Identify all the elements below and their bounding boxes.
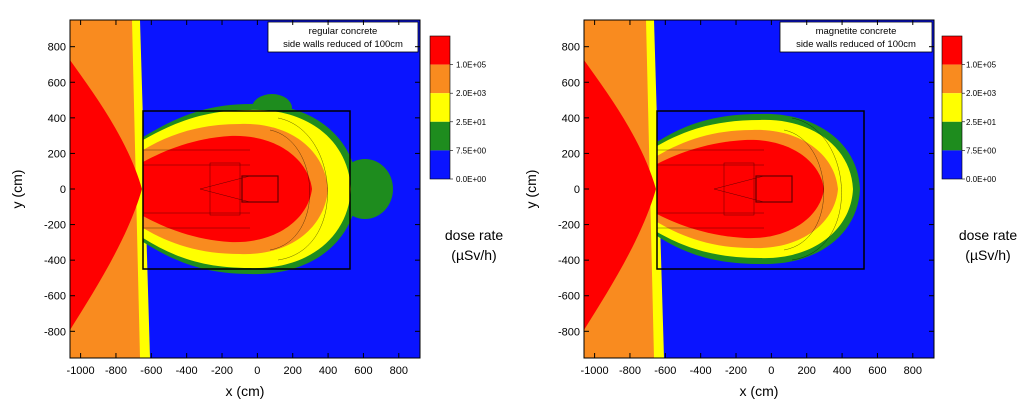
y-tick-label: 0 bbox=[574, 184, 580, 196]
annotation-line: regular concrete bbox=[309, 26, 378, 37]
x-axis-label: x (cm) bbox=[226, 383, 265, 399]
x-tick-label: 400 bbox=[319, 365, 337, 377]
x-axis: -1000 -800 -600 -400 -200 0 200 400 600 800 x (cm) bbox=[67, 20, 408, 399]
colorbar-swatch bbox=[942, 64, 962, 94]
colorbar-label: 7.5E+00 bbox=[456, 146, 487, 155]
shielding-outline bbox=[142, 110, 351, 270]
colorbar-swatch bbox=[430, 150, 450, 179]
annotation-text: regular concrete side walls reduced of 10… bbox=[283, 26, 403, 50]
colorbar-swatch bbox=[942, 121, 962, 151]
colorbar-label: 7.5E+00 bbox=[966, 146, 997, 155]
x-tick-label: -400 bbox=[176, 365, 198, 377]
colorbar-swatch bbox=[430, 36, 450, 65]
x-axis-label: x (cm) bbox=[740, 383, 779, 399]
y-tick-label: 400 bbox=[562, 113, 580, 125]
annotation-line: magnetite concrete bbox=[816, 26, 897, 37]
colorbar: 1.0E+05 2.0E+03 2.5E+01 7.5E+00 0.0E+00 dose … bbox=[941, 35, 1018, 263]
colorbar-frame bbox=[429, 35, 451, 180]
geometry-lines bbox=[143, 117, 328, 261]
y-tick-label: 200 bbox=[48, 148, 66, 160]
y-tick-label: -600 bbox=[558, 291, 580, 303]
colorbar-title: dose rate bbox=[959, 227, 1018, 243]
y-tick-label: 400 bbox=[48, 113, 66, 125]
y-tick-label: -800 bbox=[558, 326, 580, 338]
colorbar: 1.0E+05 2.0E+03 2.5E+01 7.5E+00 0.0E+00 dose … bbox=[429, 35, 504, 263]
dose-map bbox=[70, 20, 420, 358]
y-axis-label: y (cm) bbox=[9, 170, 25, 209]
colorbar-label: 2.0E+03 bbox=[456, 89, 487, 98]
zone-red-core bbox=[657, 139, 824, 239]
x-tick-label: -800 bbox=[105, 365, 127, 377]
colorbar-swatch bbox=[942, 36, 962, 65]
annotation-box bbox=[267, 21, 419, 53]
x-tick-label: 200 bbox=[798, 365, 816, 377]
colorbar-label: 1.0E+05 bbox=[966, 61, 997, 70]
colorbar-swatch bbox=[430, 121, 450, 151]
x-tick-label: 800 bbox=[390, 365, 408, 377]
x-tick-label: -400 bbox=[690, 365, 712, 377]
zone-left-red bbox=[584, 60, 656, 330]
colorbar-label: 0.0E+00 bbox=[456, 175, 487, 184]
colorbar-frame bbox=[941, 35, 963, 180]
y-tick-label: 0 bbox=[60, 184, 66, 196]
shielding-outline bbox=[656, 110, 865, 270]
annotation-line: side walls reduced of 100cm bbox=[283, 39, 403, 50]
heatmap-panel-magnetite-concrete: magnetite concrete side walls reduced of … bbox=[523, 19, 1018, 399]
y-tick-label: -400 bbox=[558, 255, 580, 267]
x-axis: -1000 -800 -600 -400 -200 0 200 400 600 800 x (cm) bbox=[581, 20, 922, 399]
x-tick-label: -1000 bbox=[581, 365, 609, 377]
y-tick-label: 600 bbox=[562, 77, 580, 89]
geometry-lines bbox=[657, 117, 842, 261]
x-tick-label: 200 bbox=[284, 365, 302, 377]
y-tick-label: 200 bbox=[562, 148, 580, 160]
x-tick-label: 0 bbox=[254, 365, 260, 377]
x-tick-label: -600 bbox=[654, 365, 676, 377]
x-tick-label: -1000 bbox=[67, 365, 95, 377]
x-tick-label: 600 bbox=[868, 365, 886, 377]
annotation-line: side walls reduced of 100cm bbox=[796, 39, 916, 50]
colorbar-label: 0.0E+00 bbox=[966, 175, 997, 184]
colorbar-label: 1.0E+05 bbox=[456, 61, 487, 70]
x-tick-label: -200 bbox=[211, 365, 233, 377]
y-axis: -800 -600 -400 -200 0 200 400 600 800 y (cm) bbox=[9, 42, 420, 338]
colorbar-title: (µSv/h) bbox=[451, 247, 496, 263]
dose-map bbox=[584, 20, 934, 358]
annotation-text: magnetite concrete side walls reduced of … bbox=[796, 26, 916, 50]
zone-red-core bbox=[143, 135, 312, 243]
x-tick-label: 0 bbox=[768, 365, 774, 377]
x-tick-label: -600 bbox=[140, 365, 162, 377]
y-tick-label: -200 bbox=[558, 220, 580, 232]
y-tick-label: 800 bbox=[48, 42, 66, 54]
x-tick-label: 600 bbox=[354, 365, 372, 377]
y-axis-label: y (cm) bbox=[523, 170, 539, 209]
colorbar-title: dose rate bbox=[445, 227, 504, 243]
y-axis: -800 -600 -400 -200 0 200 400 600 800 y (cm) bbox=[523, 42, 934, 338]
zone-left-red bbox=[70, 60, 142, 330]
colorbar-title: (µSv/h) bbox=[965, 247, 1010, 263]
y-tick-label: -800 bbox=[44, 326, 66, 338]
heatmap-panel-regular-concrete: regular concrete side walls reduced of 10… bbox=[9, 19, 504, 399]
colorbar-swatch bbox=[430, 64, 450, 94]
colorbar-label: 2.5E+01 bbox=[966, 118, 997, 127]
y-tick-label: -200 bbox=[44, 220, 66, 232]
colorbar-swatch bbox=[430, 93, 450, 122]
colorbar-label: 2.0E+03 bbox=[966, 89, 997, 98]
colorbar-label: 2.5E+01 bbox=[456, 118, 487, 127]
x-tick-label: -800 bbox=[619, 365, 641, 377]
annotation-box bbox=[779, 21, 933, 53]
x-tick-label: 800 bbox=[904, 365, 922, 377]
x-tick-label: -200 bbox=[725, 365, 747, 377]
y-tick-label: -600 bbox=[44, 291, 66, 303]
y-tick-label: -400 bbox=[44, 255, 66, 267]
colorbar-swatch bbox=[942, 150, 962, 179]
y-tick-label: 800 bbox=[562, 42, 580, 54]
colorbar-swatch bbox=[942, 93, 962, 122]
y-tick-label: 600 bbox=[48, 77, 66, 89]
x-tick-label: 400 bbox=[833, 365, 851, 377]
